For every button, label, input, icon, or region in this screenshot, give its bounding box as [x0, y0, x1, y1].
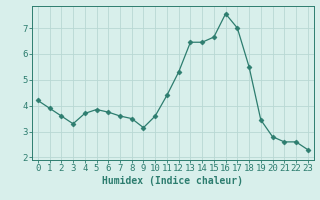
X-axis label: Humidex (Indice chaleur): Humidex (Indice chaleur): [102, 176, 243, 186]
